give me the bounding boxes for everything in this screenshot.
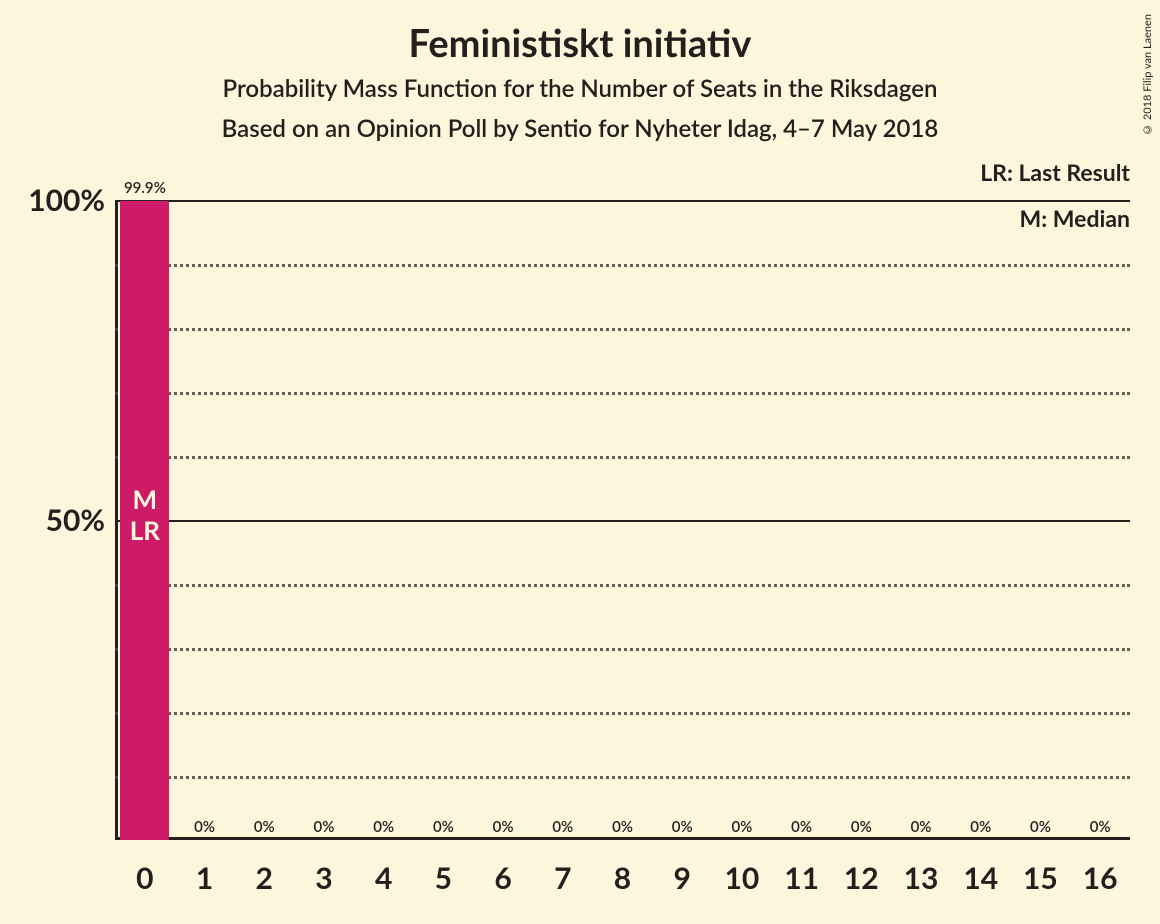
x-axis bbox=[115, 837, 1130, 840]
bar-value-label: 0% bbox=[254, 818, 275, 836]
bar-inner-lr: LR bbox=[130, 515, 160, 546]
plot-area: 99.9%0%0%0%0%0%0%0%0%0%0%0%0%0%0%0%0%MLR bbox=[115, 200, 1130, 840]
bar-value-label: 99.9% bbox=[124, 179, 166, 197]
x-tick-label: 10 bbox=[725, 860, 760, 896]
gridline-major bbox=[115, 520, 1130, 522]
gridline-major bbox=[115, 200, 1130, 202]
x-tick-label: 2 bbox=[256, 860, 273, 896]
x-tick-label: 15 bbox=[1023, 860, 1058, 896]
bar-value-label: 0% bbox=[493, 818, 514, 836]
bar-value-label: 0% bbox=[1030, 818, 1051, 836]
gridline-minor bbox=[115, 776, 1130, 779]
x-tick-label: 5 bbox=[435, 860, 452, 896]
x-tick-label: 1 bbox=[196, 860, 213, 896]
bar-value-label: 0% bbox=[1090, 818, 1111, 836]
bar-inner-label: MLR bbox=[130, 484, 160, 546]
legend-lr: LR: Last Result bbox=[980, 158, 1130, 186]
bar-value-label: 0% bbox=[672, 818, 693, 836]
bar-value-label: 0% bbox=[911, 818, 932, 836]
chart-subtitle-2: Based on an Opinion Poll by Sentio for N… bbox=[0, 114, 1160, 143]
x-tick-label: 0 bbox=[136, 860, 153, 896]
x-tick-label: 11 bbox=[784, 860, 819, 896]
bar-value-label: 0% bbox=[612, 818, 633, 836]
chart-title: Feministiskt initiativ bbox=[0, 20, 1160, 66]
x-tick-label: 12 bbox=[844, 860, 879, 896]
x-tick-label: 6 bbox=[494, 860, 511, 896]
bar-value-label: 0% bbox=[851, 818, 872, 836]
bar-value-label: 0% bbox=[194, 818, 215, 836]
x-tick-label: 4 bbox=[375, 860, 392, 896]
x-tick-label: 16 bbox=[1083, 860, 1118, 896]
gridline-minor bbox=[115, 392, 1130, 395]
bar-value-label: 0% bbox=[970, 818, 991, 836]
x-tick-label: 13 bbox=[904, 860, 939, 896]
gridline-minor bbox=[115, 648, 1130, 651]
bar-value-label: 0% bbox=[791, 818, 812, 836]
gridline-minor bbox=[115, 456, 1130, 459]
bar-value-label: 0% bbox=[731, 818, 752, 836]
chart-subtitle-1: Probability Mass Function for the Number… bbox=[0, 74, 1160, 103]
gridline-minor bbox=[115, 264, 1130, 267]
bar-value-label: 0% bbox=[373, 818, 394, 836]
x-tick-label: 8 bbox=[614, 860, 631, 896]
bar-value-label: 0% bbox=[552, 818, 573, 836]
y-tick-label: 50% bbox=[46, 502, 105, 538]
gridline-minor bbox=[115, 328, 1130, 331]
x-tick-label: 3 bbox=[315, 860, 332, 896]
copyright-label: © 2018 Filip van Laenen bbox=[1141, 14, 1154, 136]
x-tick-label: 9 bbox=[674, 860, 691, 896]
x-tick-label: 14 bbox=[963, 860, 998, 896]
bar-inner-m: M bbox=[130, 484, 160, 515]
y-tick-label: 100% bbox=[28, 182, 105, 218]
x-tick-label: 7 bbox=[554, 860, 571, 896]
bar-value-label: 0% bbox=[433, 818, 454, 836]
gridline-minor bbox=[115, 712, 1130, 715]
bar-value-label: 0% bbox=[314, 818, 335, 836]
gridline-minor bbox=[115, 584, 1130, 587]
